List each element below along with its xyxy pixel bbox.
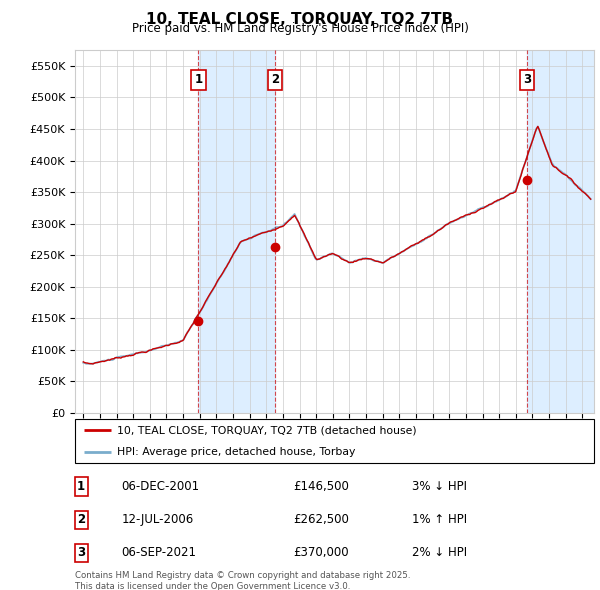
Text: 12-JUL-2006: 12-JUL-2006 bbox=[122, 513, 194, 526]
Bar bbox=[527, 50, 594, 413]
Text: £146,500: £146,500 bbox=[293, 480, 349, 493]
Text: 3: 3 bbox=[77, 546, 85, 559]
Text: 10, TEAL CLOSE, TORQUAY, TQ2 7TB (detached house): 10, TEAL CLOSE, TORQUAY, TQ2 7TB (detach… bbox=[116, 425, 416, 435]
Text: £262,500: £262,500 bbox=[293, 513, 349, 526]
FancyBboxPatch shape bbox=[75, 419, 594, 463]
Text: 1: 1 bbox=[194, 73, 202, 86]
Text: 2% ↓ HPI: 2% ↓ HPI bbox=[412, 546, 467, 559]
Text: Contains HM Land Registry data © Crown copyright and database right 2025.
This d: Contains HM Land Registry data © Crown c… bbox=[75, 571, 410, 590]
Text: HPI: Average price, detached house, Torbay: HPI: Average price, detached house, Torb… bbox=[116, 447, 355, 457]
Text: 1: 1 bbox=[77, 480, 85, 493]
Text: 10, TEAL CLOSE, TORQUAY, TQ2 7TB: 10, TEAL CLOSE, TORQUAY, TQ2 7TB bbox=[146, 12, 454, 27]
Text: 06-DEC-2001: 06-DEC-2001 bbox=[122, 480, 200, 493]
Text: 1% ↑ HPI: 1% ↑ HPI bbox=[412, 513, 467, 526]
Text: 06-SEP-2021: 06-SEP-2021 bbox=[122, 546, 197, 559]
Text: Price paid vs. HM Land Registry's House Price Index (HPI): Price paid vs. HM Land Registry's House … bbox=[131, 22, 469, 35]
Text: £370,000: £370,000 bbox=[293, 546, 349, 559]
Text: 3% ↓ HPI: 3% ↓ HPI bbox=[412, 480, 467, 493]
Bar bbox=[199, 50, 275, 413]
Text: 2: 2 bbox=[271, 73, 279, 86]
Text: 2: 2 bbox=[77, 513, 85, 526]
Text: 3: 3 bbox=[523, 73, 531, 86]
